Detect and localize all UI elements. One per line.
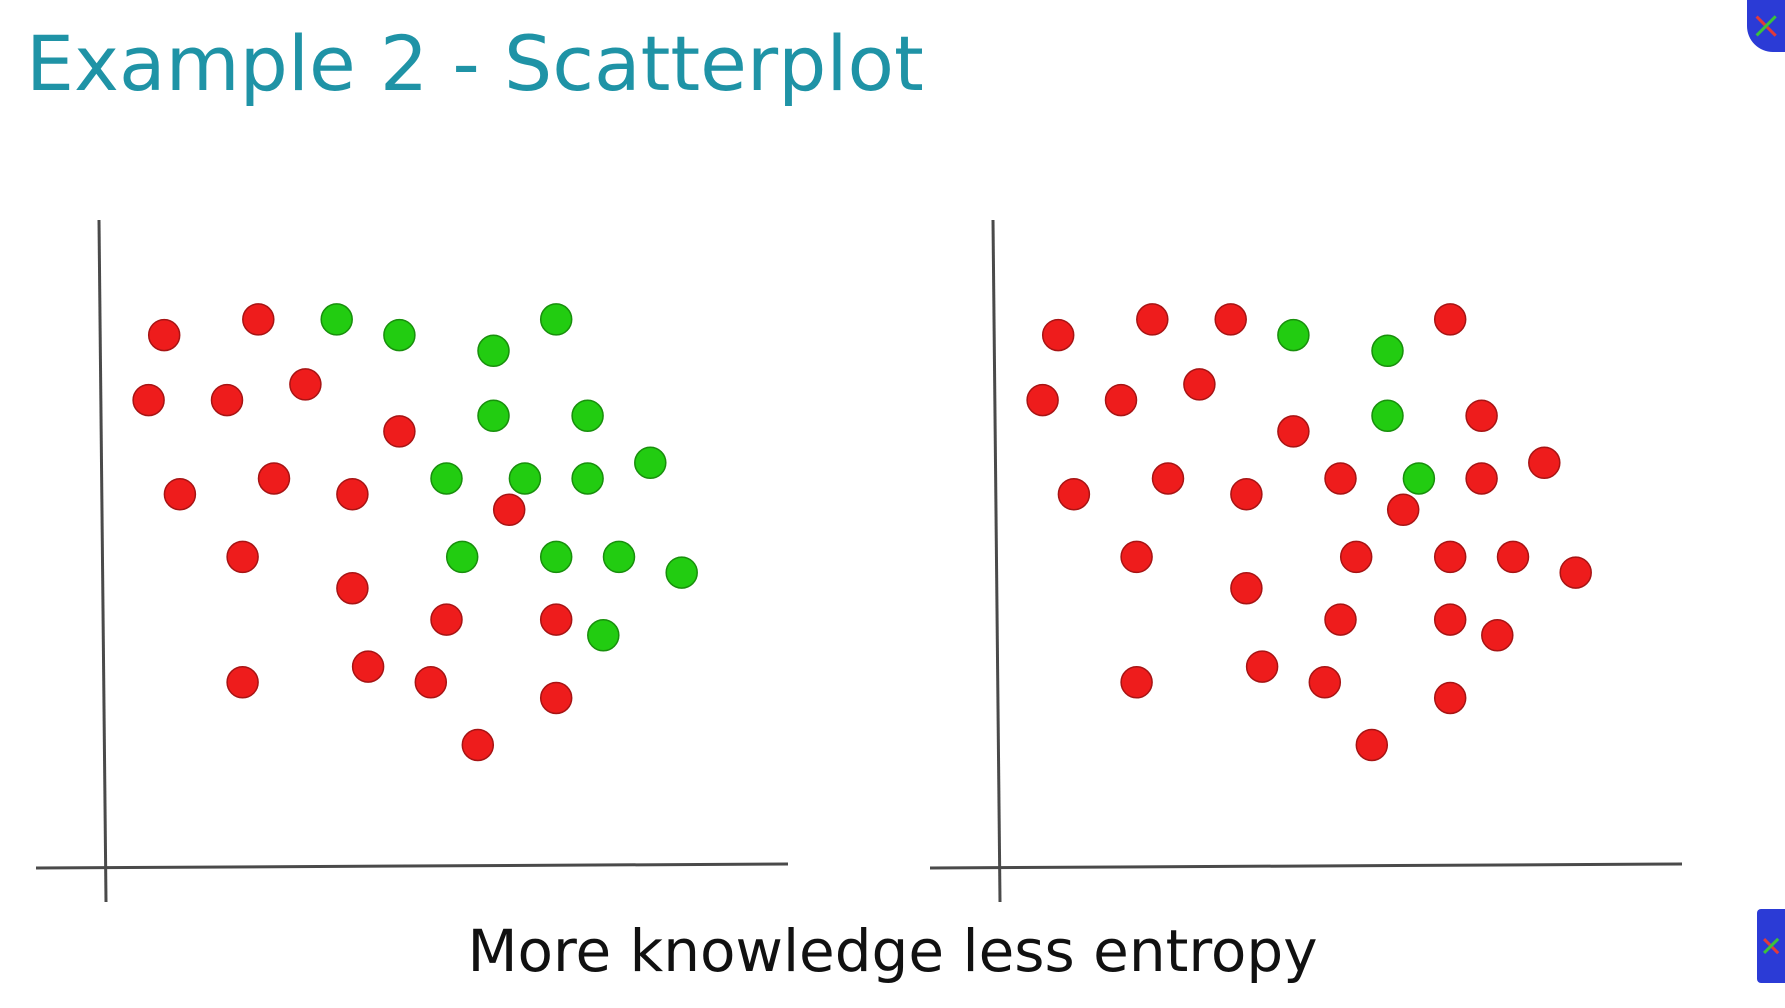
red-data-point xyxy=(1151,462,1185,495)
red-data-point xyxy=(132,383,165,417)
red-data-point xyxy=(1120,666,1153,699)
red-data-point xyxy=(1183,368,1216,401)
y-axis-line xyxy=(991,219,1002,903)
red-data-point xyxy=(1465,399,1498,433)
red-data-point xyxy=(383,415,416,448)
red-data-point xyxy=(1041,318,1075,352)
green-data-point xyxy=(587,619,620,652)
x-axis-line xyxy=(35,862,789,870)
red-data-point xyxy=(257,462,291,495)
green-data-point xyxy=(1371,399,1404,433)
green-data-point xyxy=(508,462,542,495)
red-data-point xyxy=(1496,540,1530,574)
green-data-point xyxy=(1371,334,1404,368)
red-data-point xyxy=(351,650,385,683)
red-data-point xyxy=(226,540,259,574)
red-data-point xyxy=(210,383,244,417)
green-data-point xyxy=(430,462,463,495)
green-data-point xyxy=(445,540,479,574)
corner-logo-icon xyxy=(1757,909,1785,983)
scatterplot-right xyxy=(929,219,1683,903)
red-data-point xyxy=(147,318,181,352)
red-data-point xyxy=(336,571,369,605)
green-data-point xyxy=(602,540,636,574)
green-data-point xyxy=(665,556,698,589)
red-data-point xyxy=(1433,681,1467,715)
red-data-point xyxy=(1026,383,1059,417)
x-axis-line xyxy=(929,862,1683,870)
red-data-point xyxy=(1245,650,1279,683)
red-data-point xyxy=(1481,619,1514,652)
red-data-point xyxy=(1465,462,1498,495)
red-data-point xyxy=(1230,571,1263,605)
y-axis-line xyxy=(97,219,108,903)
red-data-point xyxy=(430,603,463,636)
red-data-point xyxy=(1214,303,1247,336)
slide-caption: More knowledge less entropy xyxy=(467,917,1318,985)
red-data-point xyxy=(1308,666,1342,699)
red-data-point xyxy=(226,666,259,699)
red-data-point xyxy=(289,368,322,401)
red-data-point xyxy=(1355,728,1389,762)
green-data-point xyxy=(383,318,416,352)
slide-title: Example 2 - Scatterplot xyxy=(26,19,924,108)
red-data-point xyxy=(492,493,526,527)
red-data-point xyxy=(1339,540,1373,574)
red-data-point xyxy=(1104,383,1138,417)
red-data-point xyxy=(1120,540,1153,574)
scatterplot-left xyxy=(35,219,789,903)
green-data-point xyxy=(477,334,510,368)
red-data-point xyxy=(461,728,495,762)
red-data-point xyxy=(1324,462,1357,495)
green-data-point xyxy=(571,399,604,433)
corner-logo-icon xyxy=(1747,0,1785,52)
red-data-point xyxy=(539,681,573,715)
red-data-point xyxy=(1386,493,1420,527)
red-data-point xyxy=(1433,303,1467,336)
red-data-point xyxy=(1230,477,1263,511)
red-data-point xyxy=(1433,540,1467,574)
red-data-point xyxy=(163,477,197,511)
green-data-point xyxy=(539,303,573,336)
green-data-point xyxy=(320,303,353,336)
green-data-point xyxy=(477,399,510,433)
red-data-point xyxy=(1136,303,1169,336)
green-data-point xyxy=(1277,318,1310,352)
red-data-point xyxy=(1433,603,1467,636)
green-data-point xyxy=(1402,462,1436,495)
red-data-point xyxy=(1559,556,1592,589)
red-data-point xyxy=(1057,477,1091,511)
green-data-point xyxy=(634,446,667,480)
red-data-point xyxy=(414,666,448,699)
red-data-point xyxy=(1324,603,1357,636)
red-data-point xyxy=(242,303,275,336)
green-data-point xyxy=(539,540,573,574)
red-data-point xyxy=(539,603,573,636)
red-data-point xyxy=(1277,415,1310,448)
red-data-point xyxy=(336,477,369,511)
green-data-point xyxy=(571,462,604,495)
red-data-point xyxy=(1528,446,1561,480)
